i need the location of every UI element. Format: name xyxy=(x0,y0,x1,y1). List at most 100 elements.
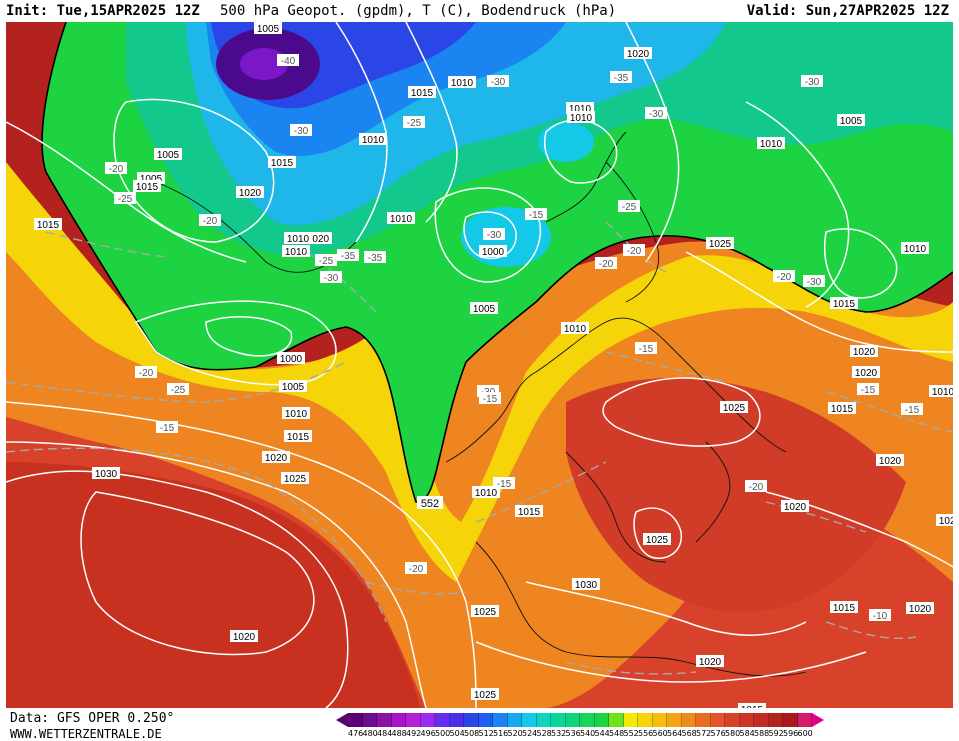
weather-map-canvas: 1005102010101015101010101005101010201010… xyxy=(6,22,953,708)
legend-swatch xyxy=(783,713,798,727)
isobar-label-box: 1015 xyxy=(515,505,543,518)
legend-tick-label: 580 xyxy=(725,729,741,738)
legend-arrow-left-icon xyxy=(336,713,348,727)
isobar-label: 1010 xyxy=(570,113,593,124)
isobar-label: 1010 xyxy=(390,214,413,225)
isobar-label: 1015 xyxy=(833,603,856,614)
isobar-label: 1015 xyxy=(741,705,764,708)
isobar-label-box: 1025 xyxy=(643,533,671,546)
legend-tick-label: 524 xyxy=(522,729,538,738)
legend-tick-label: 560 xyxy=(652,729,668,738)
isotherm-label: -15 xyxy=(529,210,544,221)
isotherm-label-box: -30 xyxy=(483,228,505,241)
isotherm-label: -15 xyxy=(160,423,175,434)
isobar-label: 1025 xyxy=(723,403,746,414)
isotherm-label: -35 xyxy=(368,253,383,264)
isobar-label: 1005 xyxy=(840,116,863,127)
legend-swatch xyxy=(420,713,435,727)
isotherm-label: -30 xyxy=(487,230,502,241)
isobar-label-box: 1025 xyxy=(471,605,499,618)
isobar-label: 1010 xyxy=(287,234,310,245)
isobar-label-box: 1000 xyxy=(479,245,507,258)
legend-tick-label: 600 xyxy=(797,729,813,738)
legend-swatch xyxy=(754,713,769,727)
isobar-label: 1025 xyxy=(474,607,497,618)
legend-tick-label: 504 xyxy=(449,729,465,738)
isobar-label-box: 1020 xyxy=(230,630,258,643)
isobar-label: 1010 xyxy=(569,104,592,115)
legend-tick-label: 508 xyxy=(464,729,480,738)
isobar-label-box: 1015 xyxy=(738,703,766,708)
isobar-label-box: 1015 xyxy=(34,218,62,231)
isotherm-labels: -40-35-30-30-25-30-30-25-20-20-25-15-30-… xyxy=(105,54,923,622)
isobar-label-box: 1015 xyxy=(408,86,436,99)
legend-tick-label: 528 xyxy=(536,729,552,738)
legend-swatch xyxy=(435,713,450,727)
isotherm-label: -20 xyxy=(203,216,218,227)
isobar-label-box: 1015 xyxy=(830,297,858,310)
isobar-label-box: 1020 xyxy=(876,454,904,467)
map-title: 500 hPa Geopot. (gpdm), T (C), Bodendruc… xyxy=(220,3,617,19)
isobar-label-box: 1005 xyxy=(154,148,182,161)
isobar-label: 1020 xyxy=(265,453,288,464)
isobar-label-box: 1025 xyxy=(471,688,499,701)
isobar-label: 1005 xyxy=(282,382,305,393)
isobar-label-box: 1020 xyxy=(696,655,724,668)
fill-yellow xyxy=(6,162,953,582)
isotherm-label: -35 xyxy=(614,73,629,84)
legend-swatch xyxy=(710,713,725,727)
isobar-label: 1015 xyxy=(287,432,310,443)
isobar-label: 1010 xyxy=(564,324,587,335)
isobar-label: 1010 xyxy=(362,135,385,146)
isotherm-label-box: -25 xyxy=(618,200,640,213)
fill-red-mediterranean xyxy=(566,378,906,613)
website-credit: WWW.WETTERZENTRALE.DE xyxy=(10,727,162,741)
isotherm-label-box: -15 xyxy=(635,342,657,355)
isotherm-label-box: -15 xyxy=(493,477,515,490)
legend-swatch xyxy=(667,713,682,727)
isobar-label: 1015 xyxy=(411,88,434,99)
isotherm-label: -35 xyxy=(341,251,356,262)
isobar-label: 1010 xyxy=(285,247,308,258)
isobar-label: 1010 xyxy=(760,139,783,150)
isobar-label-box: 1010 xyxy=(282,245,310,258)
isotherm-label: -30 xyxy=(324,273,339,284)
isobar-label: 1010 xyxy=(904,244,927,255)
isotherm-label: -20 xyxy=(599,259,614,270)
isobar-label: 1010 xyxy=(451,78,474,89)
isobar-label-box: 1020 xyxy=(852,366,880,379)
isotherm-label-box: -30 xyxy=(290,124,312,137)
isotherm-label-box: -20 xyxy=(199,214,221,227)
isotherm-label-box: -20 xyxy=(135,366,157,379)
isobar-label-box: 1010 xyxy=(757,137,785,150)
legend-tick-label: 548 xyxy=(609,729,625,738)
isobar-label-box: 1020 xyxy=(236,186,264,199)
isobar-label: 1010 xyxy=(285,409,308,420)
isotherm-label: -20 xyxy=(777,272,792,283)
legend-tick-label: 520 xyxy=(507,729,523,738)
isotherm-label: -20 xyxy=(627,246,642,257)
isobar-label: 1030 xyxy=(575,580,598,591)
legend-tick-label: 592 xyxy=(768,729,784,738)
isobar-label-box: 1020 xyxy=(781,500,809,513)
legend-swatch xyxy=(377,713,392,727)
isotherm-label: -25 xyxy=(407,118,422,129)
legend-swatch xyxy=(348,713,363,727)
color-scale-legend: 476 480 484 488 492 496 500 504 508 512 516 520 524 5… xyxy=(336,713,956,741)
legend-swatch xyxy=(580,713,595,727)
isobar-label-box: 1015 xyxy=(268,156,296,169)
isobar-label: 1000 xyxy=(280,354,303,365)
isotherm-label-box: -20 xyxy=(773,270,795,283)
legend-tick-label: 484 xyxy=(377,729,393,738)
isobar-label-box: 1025 xyxy=(706,237,734,250)
isotherm-label: -15 xyxy=(497,479,512,490)
legend-tick-label: 500 xyxy=(435,729,451,738)
fill-purple-core xyxy=(240,48,288,80)
weather-map: 1005 1020 1010 1015 1010 1010 1005 1010 1020 1010… xyxy=(6,22,953,708)
isobar-label: 1025 xyxy=(284,474,307,485)
isobar-label-box: 1020 xyxy=(624,47,652,60)
isobar-label: 1020 xyxy=(627,49,650,60)
isotherm-label: -40 xyxy=(281,56,296,67)
legend-tick-label: 512 xyxy=(478,729,494,738)
isobar-label: 1015 xyxy=(518,507,541,518)
